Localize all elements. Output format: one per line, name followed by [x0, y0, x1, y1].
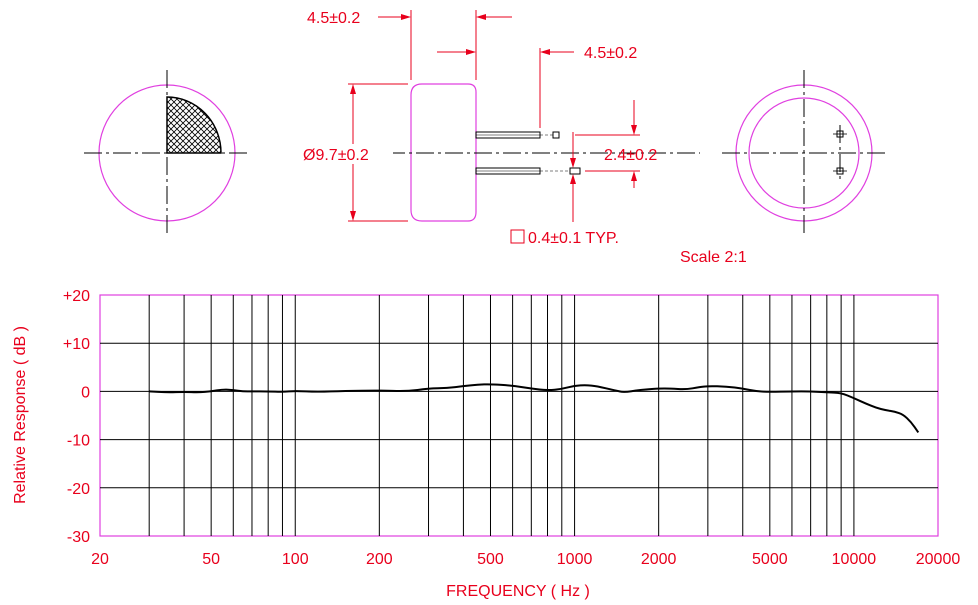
x-tick-label: 20 — [91, 551, 109, 568]
x-tick-label: 500 — [477, 551, 504, 568]
acoustic-port-hatch — [166, 96, 222, 154]
y-axis-label: Relative Response ( dB ) — [12, 326, 29, 504]
x-tick-label: 10000 — [832, 551, 877, 568]
grid — [100, 295, 938, 536]
dim-body-length: 4.5±0.2 — [307, 10, 360, 27]
x-tick-label: 100 — [282, 551, 309, 568]
scale-note: Scale 2:1 — [680, 249, 747, 266]
square-symbol — [510, 229, 525, 244]
dim-diameter: Ø9.7±0.2 — [303, 147, 369, 164]
capsule-body-outline — [410, 83, 477, 222]
y-tick-label: -30 — [67, 529, 90, 546]
x-axis-label: FREQUENCY ( Hz ) — [446, 583, 590, 600]
plot-area — [99, 294, 939, 537]
x-tick-label: 2000 — [641, 551, 677, 568]
y-tick-label: 0 — [81, 384, 90, 401]
y-tick-label: +20 — [63, 288, 90, 305]
y-tick-label: -10 — [67, 433, 90, 450]
pin-section-bottom — [569, 167, 581, 175]
dim-pin-size: 0.4±0.1 TYP. — [528, 230, 619, 247]
response-curve — [149, 383, 920, 433]
frequency-response-chart: +20 +10 0 -10 -20 -30 20 50 100 200 500 1000 2000 50… — [12, 288, 960, 600]
side-view: 4.5±0.2 4.5±0.2 Ø9.7±0.2 2.4±0.2 0.4±0.1… — [300, 10, 700, 247]
x-tick-label: 20000 — [916, 551, 961, 568]
dim-pin-length: 4.5±0.2 — [584, 45, 637, 62]
rear-view — [722, 70, 888, 236]
x-tick-labels: 20 50 100 200 500 1000 2000 5000 10000 20000 — [91, 551, 960, 568]
dim-pin-spacing: 2.4±0.2 — [604, 147, 657, 164]
pin-section-top — [552, 131, 560, 139]
front-view — [84, 70, 250, 236]
x-tick-label: 200 — [366, 551, 393, 568]
x-tick-label: 1000 — [557, 551, 593, 568]
y-tick-label: -20 — [67, 481, 90, 498]
y-tick-label: +10 — [63, 336, 90, 353]
y-tick-labels: +20 +10 0 -10 -20 -30 — [63, 288, 90, 546]
x-tick-label: 50 — [202, 551, 220, 568]
x-tick-label: 5000 — [752, 551, 788, 568]
